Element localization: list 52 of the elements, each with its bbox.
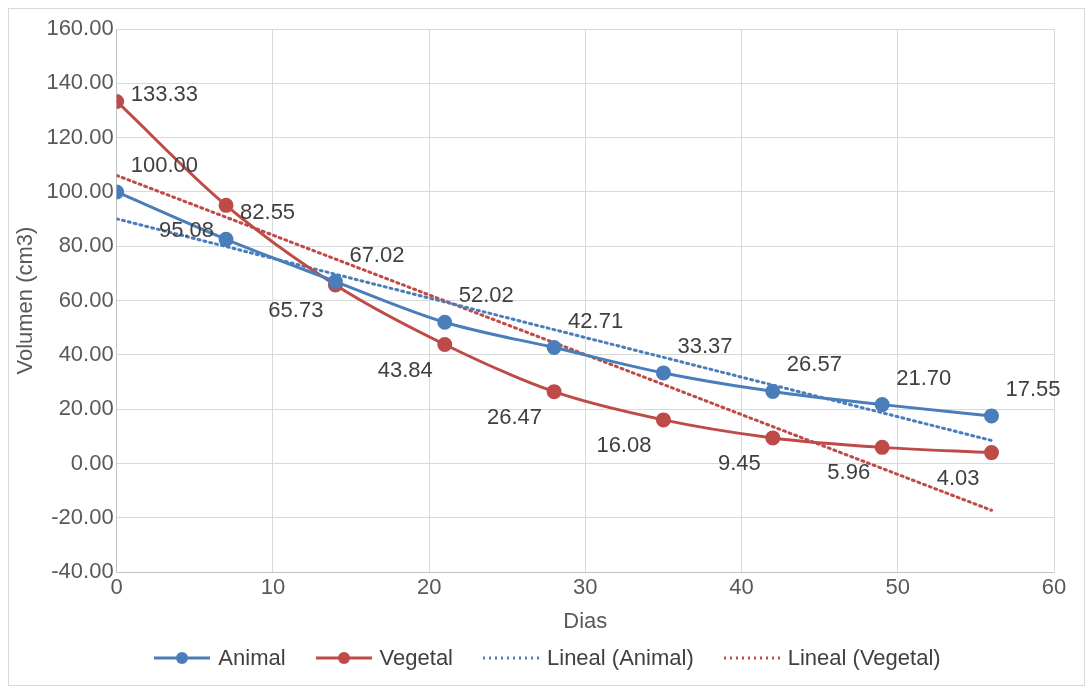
y-tick-label: 20.00	[58, 395, 114, 421]
point	[437, 336, 453, 352]
x-tick-label: 60	[1041, 574, 1067, 600]
y-axis-title: Volumen (cm3)	[12, 226, 38, 375]
y-tick-label: 80.00	[58, 232, 114, 258]
y-tick-label: 140.00	[46, 69, 114, 95]
legend-label: Animal	[218, 645, 286, 671]
data-label: 82.55	[240, 199, 296, 225]
point	[218, 197, 234, 213]
data-label: 16.08	[596, 431, 652, 457]
y-tick-label: -20.00	[51, 503, 114, 529]
x-axis-title: Dias	[563, 607, 608, 633]
legend-label: Vegetal	[379, 645, 454, 671]
data-label: 4.03	[936, 464, 980, 490]
data-label: 17.55	[1005, 375, 1061, 401]
data-label: 52.02	[458, 282, 514, 308]
data-label: 26.47	[487, 403, 543, 429]
point	[874, 439, 890, 455]
x-tick-label: 20	[416, 574, 442, 600]
legend-label: Lineal (Vegetal)	[787, 645, 941, 671]
y-tick-label: 60.00	[58, 286, 114, 312]
data-label: 133.33	[130, 81, 198, 107]
data-label: 21.70	[896, 364, 952, 390]
data-label: 26.57	[786, 351, 842, 377]
point	[765, 430, 781, 446]
point	[765, 383, 781, 399]
point	[218, 231, 234, 247]
data-label: 67.02	[349, 241, 405, 267]
point	[984, 408, 1000, 424]
data-label: 33.37	[677, 332, 733, 358]
data-label: 5.96	[827, 459, 871, 485]
point	[655, 365, 671, 381]
x-tick-label: 40	[729, 574, 754, 600]
legend-label: Lineal (Animal)	[547, 645, 694, 671]
y-tick-label: 100.00	[46, 178, 114, 204]
point	[437, 314, 453, 330]
x-tick-label: 50	[885, 574, 911, 600]
y-tick-label: 120.00	[46, 123, 114, 149]
data-label: 9.45	[717, 449, 761, 475]
point	[655, 412, 671, 428]
data-label: 42.71	[568, 307, 624, 333]
y-tick-label: 160.00	[46, 15, 114, 41]
point	[546, 340, 562, 356]
x-tick-label: 10	[260, 574, 286, 600]
point	[546, 384, 562, 400]
data-label: 65.73	[268, 297, 324, 323]
x-tick-label: 30	[573, 574, 598, 600]
point	[874, 397, 890, 413]
data-label: 43.84	[377, 356, 433, 382]
point	[984, 445, 1000, 461]
y-tick-label: 0.00	[70, 449, 114, 475]
y-tick-label: 40.00	[58, 340, 114, 366]
